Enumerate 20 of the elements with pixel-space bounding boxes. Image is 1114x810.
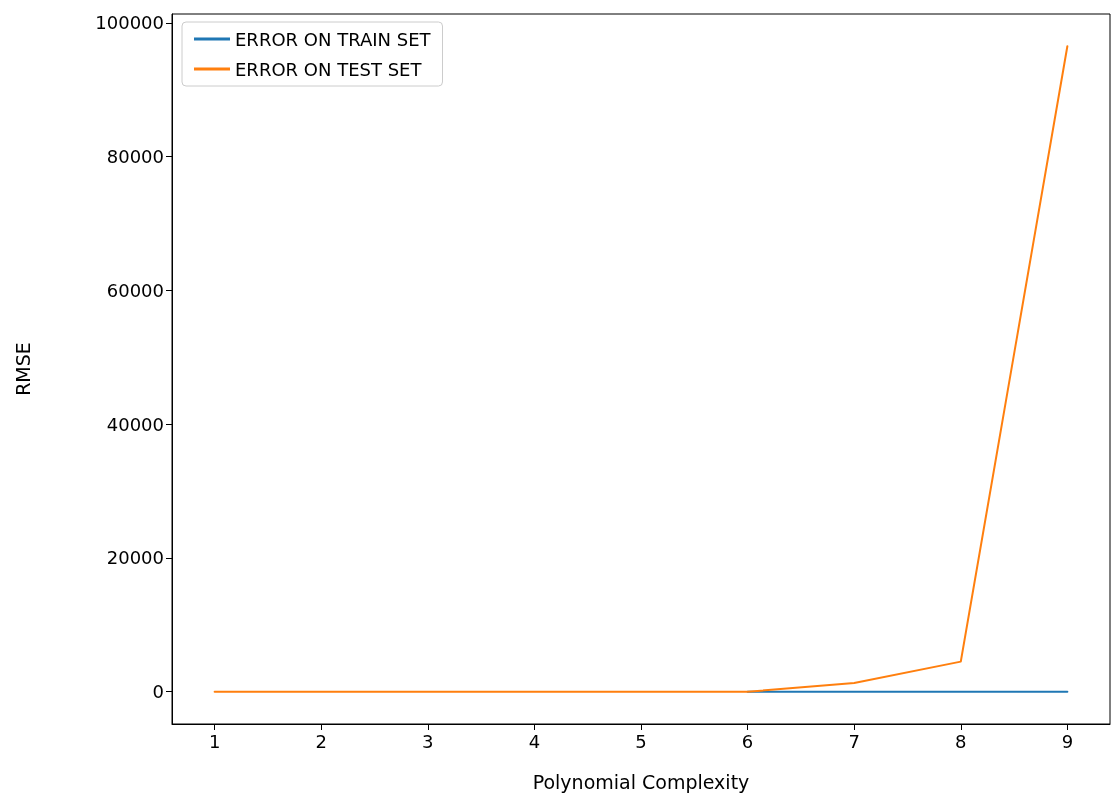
x-tick-label: 6	[741, 730, 754, 752]
legend-label: ERROR ON TRAIN SET	[235, 28, 432, 50]
x-axis-title: Polynomial Complexity	[532, 770, 750, 793]
line-series	[213, 45, 1069, 693]
y-tick-label: 20000	[106, 547, 164, 569]
x-tick-label: 5	[635, 730, 647, 752]
y-tick-label: 100000	[95, 12, 164, 34]
x-tick-label: 1	[208, 730, 221, 752]
x-tick-label: 8	[955, 730, 967, 752]
x-tick-label: 7	[848, 730, 860, 752]
x-tick-label: 3	[422, 730, 434, 752]
y-tick-label: 40000	[106, 413, 164, 435]
x-tick-label: 9	[1061, 730, 1074, 752]
y-axis-title: RMSE	[11, 342, 34, 396]
y-tick-label: 80000	[106, 146, 164, 168]
legend-label: ERROR ON TEST SET	[235, 58, 423, 80]
y-tick-label: 0	[152, 681, 164, 703]
x-tick-label: 2	[315, 730, 327, 752]
y-tick-label: 60000	[106, 279, 164, 301]
x-tick-label: 4	[528, 730, 541, 752]
